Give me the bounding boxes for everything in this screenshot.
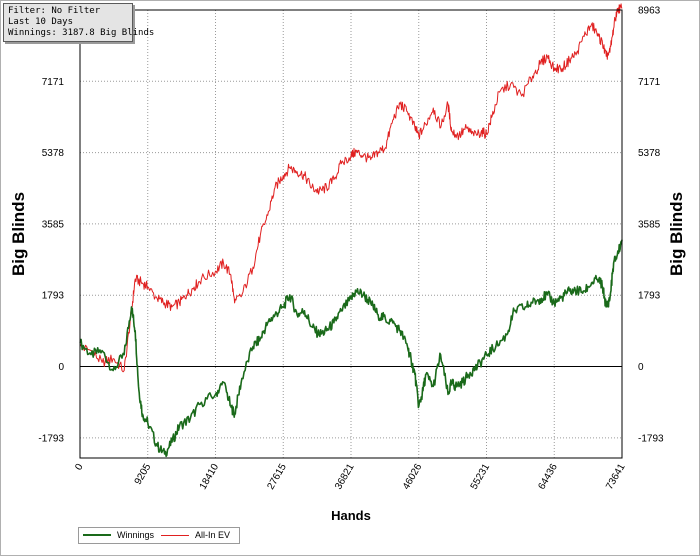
y-tick-label-left: -1793 [38, 433, 64, 444]
x-axis-ticks: 0 9205 18410 27615 36821 46026 55231 64436 73641 [73, 462, 628, 492]
winnings-text: Winnings: 3187.8 Big Blinds [8, 28, 155, 38]
legend-swatch-allin-ev [161, 535, 189, 536]
plot-area [80, 10, 622, 458]
legend: Winnings All-In EV [78, 527, 240, 544]
y-tick-label-left: 5378 [42, 148, 65, 159]
y-tick-label-left: 3585 [42, 219, 65, 230]
y-tick-label-left: 7171 [42, 77, 65, 88]
y-axis-label-left: Big Blinds [9, 192, 28, 276]
x-tick-label: 0 [73, 462, 86, 473]
y-axis-label-right: Big Blinds [667, 192, 686, 276]
series-line-winnings [79, 239, 623, 458]
y-tick-label-right: 0 [638, 362, 644, 373]
y-tick-label-right: 8963 [638, 6, 661, 17]
legend-swatch-winnings [83, 534, 111, 536]
x-axis-label: Hands [331, 508, 371, 523]
legend-label-winnings: Winnings [117, 530, 155, 540]
legend-label-allin-ev: All-In EV [195, 530, 231, 540]
right-axis-ticks: -1793 0 1793 3585 5378 7171 8963 [638, 6, 664, 445]
y-tick-label-right: 5378 [638, 148, 661, 159]
period-text: Last 10 Days [8, 17, 74, 27]
y-tick-label-right: 3585 [638, 219, 661, 230]
y-tick-label-left: 0 [58, 362, 64, 373]
y-tick-label-right: 7171 [638, 77, 661, 88]
y-tick-label-right: 1793 [638, 291, 661, 302]
y-tick-label-left: 1793 [42, 291, 65, 302]
filter-text: Filter: No Filter [8, 6, 101, 16]
series-layer [79, 3, 623, 458]
y-tick-label-right: -1793 [638, 433, 664, 444]
filter-info-box: Filter: No Filter Last 10 Days Winnings:… [3, 3, 155, 42]
plot-border [79, 9, 623, 459]
series-line-allin-ev [79, 3, 623, 373]
